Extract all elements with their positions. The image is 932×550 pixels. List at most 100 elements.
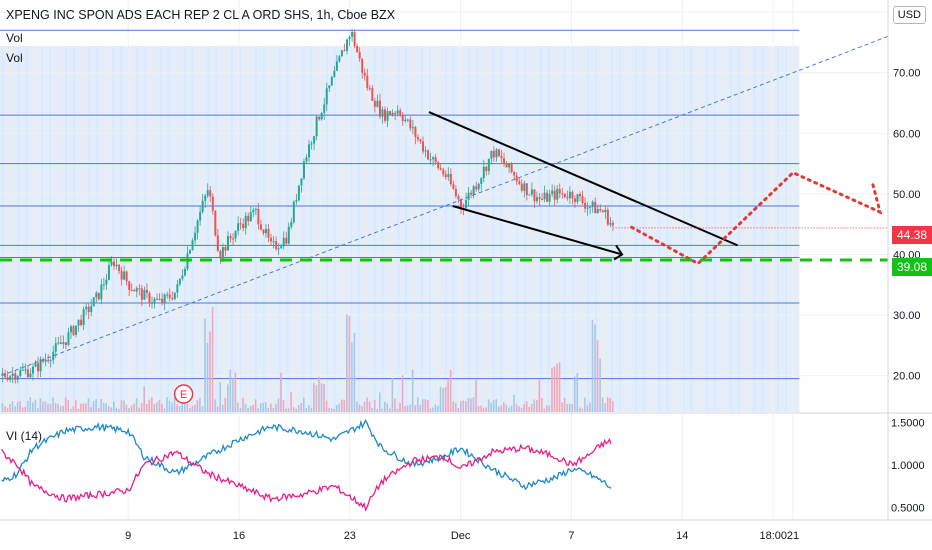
- volume-bar: [576, 373, 579, 412]
- volume-bar: [120, 400, 123, 412]
- volume-bar: [9, 404, 11, 412]
- volume-bar: [297, 405, 300, 412]
- candle-body: [302, 161, 305, 179]
- volume-bar: [1, 403, 4, 412]
- volume-bar: [105, 403, 108, 412]
- volume-bar: [191, 405, 194, 412]
- candle-body: [606, 209, 609, 225]
- candle-body: [591, 201, 594, 208]
- volume-bar: [115, 407, 118, 412]
- candle-body: [234, 230, 237, 239]
- candle-body: [6, 377, 9, 380]
- candle-body: [199, 211, 202, 221]
- candle-body: [272, 241, 275, 243]
- session-band: [231, 46, 234, 412]
- volume-bar: [335, 405, 338, 412]
- candle-body: [439, 168, 442, 170]
- candle-body: [145, 289, 148, 293]
- time-tick-label: 16: [233, 530, 245, 542]
- volume-bar: [125, 404, 128, 412]
- session-band: [286, 46, 289, 412]
- vi-tick-label: 1.0000: [891, 460, 925, 472]
- candle-body: [120, 271, 123, 280]
- volume-bar: [371, 407, 373, 412]
- session-band: [634, 46, 637, 412]
- session-band: [167, 46, 170, 412]
- volume-bar: [556, 363, 558, 412]
- candle-body: [287, 226, 290, 244]
- candle-body: [133, 290, 136, 292]
- currency-button[interactable]: USD: [892, 6, 926, 24]
- candle-body: [571, 191, 574, 199]
- candle-body: [226, 236, 229, 251]
- session-band: [421, 46, 424, 412]
- volume-bar: [242, 397, 244, 412]
- candle-body: [378, 100, 381, 117]
- candle-body: [548, 193, 551, 202]
- candle-body: [465, 199, 468, 209]
- candle-body: [434, 157, 437, 163]
- earnings-marker-label: E: [180, 389, 187, 401]
- candle-body: [492, 150, 495, 158]
- price-tick-label: 50.00: [893, 189, 921, 201]
- candle-body: [54, 343, 57, 352]
- candle-body: [561, 193, 564, 195]
- volume-bar: [492, 400, 495, 412]
- session-band: [136, 46, 139, 412]
- session-band: [539, 46, 542, 412]
- candle-body: [67, 332, 70, 345]
- vi-tick-label: 0.5000: [891, 502, 925, 514]
- volume-bar: [287, 408, 290, 412]
- candle-body: [313, 136, 316, 144]
- candle-body: [421, 141, 424, 152]
- candle-body: [447, 173, 450, 178]
- candle-body: [221, 247, 224, 259]
- candle-body: [209, 190, 212, 197]
- session-band: [690, 46, 693, 412]
- candle-body: [386, 111, 389, 121]
- session-band: [318, 46, 321, 412]
- vi-tick-label: 1.5000: [891, 417, 925, 429]
- candle-body: [201, 200, 204, 212]
- candle-body: [297, 185, 300, 201]
- volume-bar: [194, 405, 196, 412]
- volume-bar: [406, 405, 409, 412]
- arrow-head: [613, 244, 624, 261]
- volume-bar: [543, 408, 546, 412]
- candle-body: [1, 373, 4, 376]
- volume-bar: [308, 405, 310, 412]
- volume-bar: [247, 407, 249, 412]
- candle-body: [543, 192, 546, 200]
- candle-body: [166, 294, 169, 296]
- candle-body: [244, 215, 247, 229]
- session-band: [642, 46, 645, 412]
- candle-body: [219, 250, 222, 259]
- volume-bar: [204, 318, 206, 412]
- volume-bar: [427, 400, 429, 412]
- session-band: [262, 46, 265, 412]
- candle-body: [361, 58, 364, 73]
- candle-body: [118, 264, 121, 272]
- session-band: [270, 46, 273, 412]
- volume-bar: [480, 405, 482, 412]
- candle-body: [310, 143, 313, 145]
- volume-label-secondary: Vol: [6, 51, 23, 65]
- session-band: [721, 46, 724, 412]
- volume-bar: [475, 380, 477, 412]
- candle-body: [148, 292, 151, 304]
- volume-bar: [252, 404, 254, 412]
- candle-body: [333, 70, 336, 77]
- candle-body: [399, 110, 402, 116]
- volume-bar: [530, 404, 533, 412]
- volume-bar: [421, 399, 424, 412]
- time-tick-label: 23: [344, 530, 356, 542]
- volume-bar: [378, 392, 381, 412]
- volume-bar: [158, 399, 161, 412]
- volume-bar: [87, 398, 90, 412]
- volume-bar: [282, 399, 285, 412]
- candle-body: [102, 284, 105, 286]
- volume-bar: [181, 398, 183, 412]
- volume-bar: [257, 408, 259, 412]
- session-band: [595, 46, 598, 412]
- volume-bar: [449, 369, 452, 412]
